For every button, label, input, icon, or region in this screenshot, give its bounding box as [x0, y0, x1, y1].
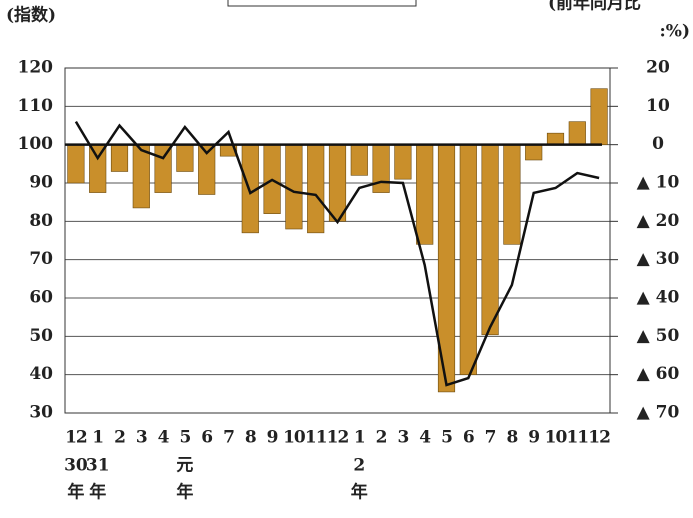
plot-frame	[64, 67, 611, 414]
bar	[67, 144, 85, 184]
y2-tick-label: ▲ 20	[637, 211, 680, 231]
y2-tick-label: ▲ 60	[637, 364, 680, 384]
x-tick-label: 2	[376, 428, 387, 448]
x-tick-label: 11	[305, 428, 327, 448]
y2-tick-label: ▲ 40	[637, 288, 680, 308]
y-tick-label: 70	[29, 249, 53, 269]
x-tick-label: 1	[354, 428, 365, 448]
bar	[176, 144, 194, 172]
legend-box	[227, 0, 417, 7]
line	[74, 121, 600, 387]
x-tick-label: 7	[223, 428, 234, 448]
x-tick-label: 1	[92, 428, 103, 448]
y-tick-label: 60	[29, 288, 53, 308]
y2-tick-label: 0	[652, 134, 664, 154]
y2-tick-label: 10	[646, 96, 670, 116]
x-tick-label: 5	[441, 428, 452, 448]
x-tick-label: 6	[201, 428, 212, 448]
x-tick-label: 5	[179, 428, 190, 448]
y-tick-label: 40	[29, 364, 53, 384]
x-tick-label: 10	[283, 428, 306, 448]
bar	[372, 144, 390, 193]
y-tick-label: 100	[18, 134, 54, 154]
y2-tick-label: ▲ 70	[637, 403, 680, 423]
bar	[503, 144, 521, 245]
y-tick-label: 120	[18, 58, 54, 78]
bar	[394, 144, 412, 180]
x-tick-label: 12	[327, 428, 349, 448]
bar	[307, 144, 325, 234]
y-tick-label: 30	[29, 403, 53, 423]
bar	[132, 144, 150, 209]
bar	[416, 144, 434, 245]
x-tick-label: 11	[566, 428, 588, 448]
x-tick-label: 7	[485, 428, 496, 448]
bar	[481, 144, 499, 336]
x-tick-label: 9	[528, 428, 539, 448]
y-axis-title: (指数)	[6, 5, 56, 26]
x-year-label: 年	[89, 482, 106, 503]
x-tick-label: 6	[463, 428, 474, 448]
x-year-label: 2	[353, 456, 365, 476]
y2-tick-label: ▲ 50	[637, 326, 680, 346]
x-tick-label: 9	[267, 428, 278, 448]
y2-tick-label: 20	[646, 58, 670, 78]
x-tick-label: 3	[397, 428, 408, 448]
x-year-label: 年	[176, 482, 193, 503]
bar	[568, 121, 586, 145]
y2-tick-label: ▲ 10	[637, 173, 680, 193]
y-tick-label: 50	[29, 326, 53, 346]
y-tick-label: 90	[29, 173, 53, 193]
bar	[590, 88, 608, 145]
x-tick-label: 8	[245, 428, 256, 448]
bar	[110, 144, 129, 172]
y-tick-label: 80	[29, 211, 53, 231]
x-tick-label: 8	[506, 428, 517, 448]
x-year-label: 30	[64, 456, 88, 476]
x-tick-label: 4	[419, 428, 431, 448]
x-year-label: 元	[176, 456, 193, 476]
bar	[525, 144, 543, 161]
bar	[285, 144, 303, 230]
x-year-label: 年	[351, 482, 368, 503]
x-tick-label: 12	[65, 428, 87, 448]
x-tick-label: 10	[545, 428, 568, 448]
y2-axis-title: :%)	[660, 22, 690, 42]
x-tick-label: 12	[588, 428, 610, 448]
bar	[459, 144, 477, 375]
y-tick-label: 110	[18, 96, 54, 116]
x-tick-label: 2	[114, 428, 125, 448]
bar	[546, 132, 565, 145]
bar	[328, 144, 347, 222]
y2-axis-title: (前年同月比	[548, 0, 641, 14]
bar	[89, 144, 107, 193]
x-year-label: 31	[86, 456, 110, 476]
x-year-label: 年	[67, 482, 84, 503]
x-tick-label: 3	[136, 428, 147, 448]
x-tick-label: 4	[158, 428, 170, 448]
bar	[350, 144, 368, 176]
y2-tick-label: ▲ 30	[637, 249, 680, 269]
